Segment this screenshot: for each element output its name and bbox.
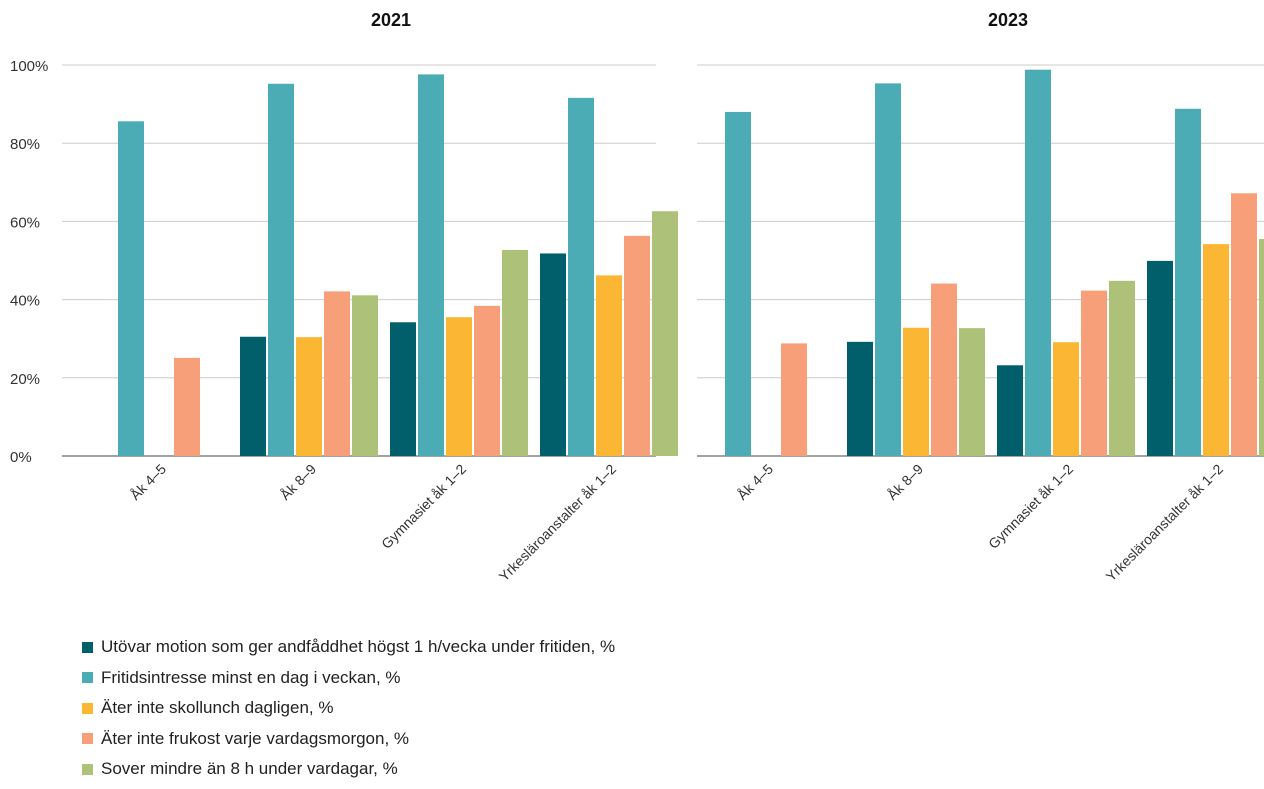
legend-label: Äter inte frukost varje vardagsmorgon, % — [101, 728, 410, 748]
bar — [502, 249, 528, 456]
legend-swatch — [82, 641, 93, 653]
bar — [725, 111, 751, 457]
legend-item: Utövar motion som ger andfåddhet högst 1… — [82, 632, 615, 663]
y-tick-label: 40% — [10, 293, 40, 310]
x-tick-label: Gymnasiet åk 1–2 — [378, 461, 469, 552]
bar — [540, 253, 566, 456]
x-tick-label: Yrkesläroanstalter åk 1–2 — [1103, 461, 1227, 585]
legend-label: Sover mindre än 8 h under vardagar, % — [101, 759, 398, 779]
bar — [931, 283, 957, 456]
bar — [1231, 193, 1257, 457]
bar — [1025, 69, 1051, 456]
legend-swatch — [82, 733, 93, 745]
legend-swatch — [82, 763, 93, 775]
legend-label: Äter inte skollunch dagligen, % — [101, 698, 334, 718]
bar — [875, 83, 901, 456]
bar — [1175, 108, 1201, 457]
bar — [1053, 342, 1079, 456]
bar — [847, 341, 873, 456]
bar — [174, 357, 200, 456]
y-tick-label: 80% — [10, 136, 40, 153]
bar — [390, 322, 416, 456]
bar — [418, 74, 444, 456]
y-tick-label: 20% — [10, 371, 40, 388]
bar — [240, 336, 266, 456]
bar — [474, 305, 500, 456]
bar — [624, 235, 650, 456]
legend-item: Äter inte frukost varje vardagsmorgon, % — [82, 724, 615, 755]
x-tick-label: Åk 4–5 — [127, 461, 169, 503]
legend-item: Äter inte skollunch dagligen, % — [82, 693, 615, 724]
bar — [652, 211, 678, 456]
bar — [596, 275, 622, 456]
bar — [1081, 290, 1107, 456]
y-tick-label: 100% — [10, 58, 48, 75]
bar — [997, 365, 1023, 456]
chart-area: 2021 0% 20% 40% 60% 80% 100% Åk 4–5 Åk 8–9 Gymnas… — [10, 10, 1264, 585]
bar — [268, 83, 294, 456]
x-tick-label: Åk 4–5 — [734, 461, 776, 503]
bar — [324, 291, 350, 456]
bar — [903, 327, 929, 456]
chart-title: 2021 — [371, 10, 411, 30]
bar — [446, 317, 472, 456]
bar — [1259, 238, 1264, 456]
x-tick-label: Åk 8–9 — [884, 461, 926, 503]
bar — [352, 295, 378, 456]
x-tick-label: Åk 8–9 — [277, 461, 319, 503]
chart-title: 2023 — [988, 10, 1028, 30]
legend-item: Sover mindre än 8 h under vardagar, % — [82, 754, 615, 785]
bar — [1203, 244, 1229, 456]
x-tick-label: Yrkesläroanstalter åk 1–2 — [496, 461, 620, 585]
bar — [568, 97, 594, 457]
bar-charts: 2021 0% 20% 40% 60% 80% 100% Åk 4–5 Åk 8–9 Gymnas… — [10, 10, 1264, 585]
legend-swatch — [82, 672, 93, 684]
legend-item: Fritidsintresse minst en dag i veckan, % — [82, 663, 615, 694]
y-tick-label: 0% — [10, 449, 32, 466]
legend-swatch — [82, 702, 93, 714]
bar — [781, 343, 807, 456]
legend-label: Fritidsintresse minst en dag i veckan, % — [101, 667, 401, 687]
legend: Utövar motion som ger andfåddhet högst 1… — [82, 632, 615, 785]
bar — [959, 328, 985, 456]
bar — [1109, 280, 1135, 456]
x-tick-label: Gymnasiet åk 1–2 — [985, 461, 1076, 552]
bar — [296, 337, 322, 456]
legend-label: Utövar motion som ger andfåddhet högst 1… — [101, 637, 616, 657]
bar — [1147, 260, 1173, 456]
y-tick-label: 60% — [10, 214, 40, 231]
bar — [118, 121, 144, 456]
